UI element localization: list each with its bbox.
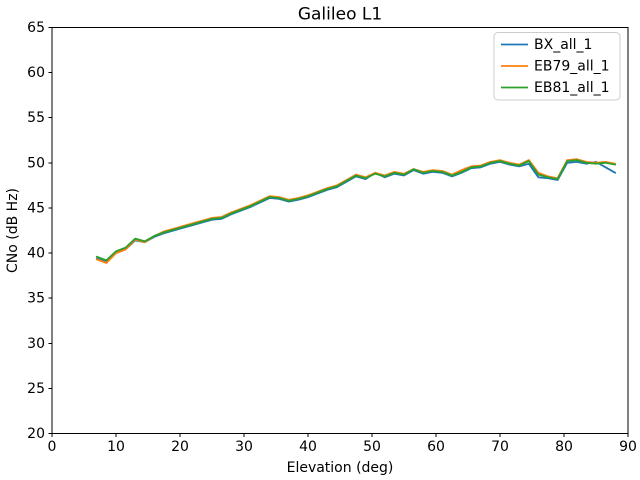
chart-title: Galileo L1	[298, 5, 382, 25]
axes: 0 10 20 30 40 50 60 70 80 90 20 25 30 35 40 45 50 55 60 65	[27, 20, 637, 455]
x-tick-label: 30	[235, 439, 253, 455]
x-tick-label: 0	[48, 439, 57, 455]
y-tick-label: 35	[27, 291, 45, 307]
x-tick-label: 50	[363, 439, 381, 455]
y-tick-label: 30	[27, 336, 45, 352]
legend-entry-label: EB81_all_1	[534, 80, 610, 96]
x-tick-label: 70	[491, 439, 509, 455]
x-tick-label: 40	[299, 439, 317, 455]
series-line-BX_all_1	[95, 160, 617, 264]
y-tick-label: 65	[27, 20, 45, 36]
x-axis-label: Elevation (deg)	[287, 460, 394, 476]
x-tick-label: 60	[427, 439, 445, 455]
y-tick-label: 55	[27, 110, 45, 126]
y-tick-label: 50	[27, 155, 45, 171]
x-tick-label: 90	[619, 439, 637, 455]
y-tick-label: 25	[27, 381, 45, 397]
y-tick-label: 60	[27, 65, 45, 81]
x-tick-label: 80	[555, 439, 573, 455]
plot-lines	[95, 158, 617, 264]
plot-border	[51, 27, 629, 434]
legend-entry-label: BX_all_1	[534, 37, 592, 53]
y-tick-label: 40	[27, 246, 45, 262]
y-tick-label: 20	[27, 426, 45, 442]
y-axis-label: CNo (dB Hz)	[5, 188, 21, 273]
legend: BX_all_1 EB79_all_1 EB81_all_1	[493, 32, 621, 101]
legend-frame	[493, 32, 621, 101]
x-tick-label: 10	[107, 439, 125, 455]
x-tick-label: 20	[171, 439, 189, 455]
legend-entry-label: EB79_all_1	[534, 59, 610, 75]
series-line-EB81_all_1	[95, 159, 617, 262]
y-tick-label: 45	[27, 200, 45, 216]
